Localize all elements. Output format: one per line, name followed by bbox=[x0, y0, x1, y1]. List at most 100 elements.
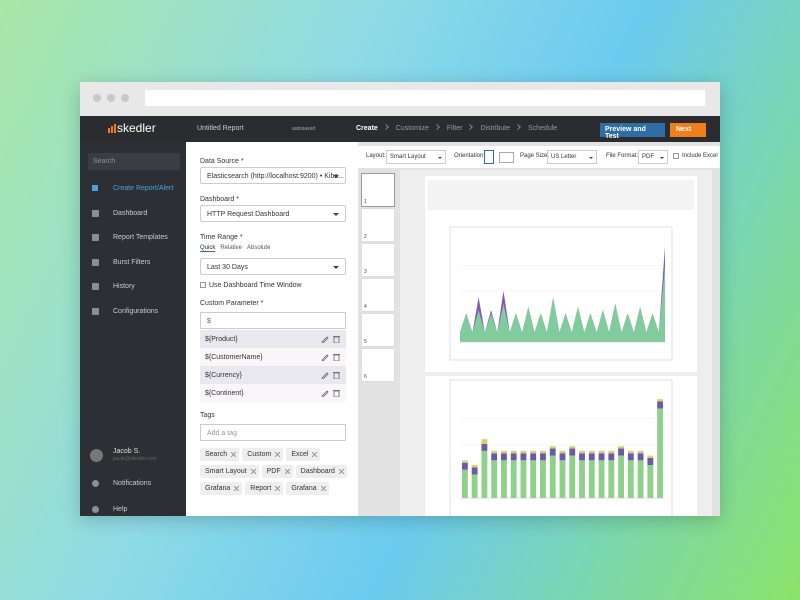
toolbar-text: File Format: bbox=[606, 153, 639, 159]
top-nav: skedler Untitled Report autosaved Create… bbox=[80, 116, 720, 142]
checkbox[interactable]: Use Dashboard Time Window bbox=[200, 282, 302, 289]
menu-label: Report Templates bbox=[113, 234, 168, 242]
tag[interactable]: PDF bbox=[261, 465, 293, 478]
tag[interactable]: Custom bbox=[242, 448, 284, 461]
row-actions[interactable] bbox=[321, 353, 341, 361]
step[interactable]: Distribute bbox=[480, 125, 511, 132]
checkbox-box[interactable] bbox=[673, 153, 679, 159]
row-actions[interactable] bbox=[321, 371, 341, 379]
checkbox-label: Use Dashboard Time Window bbox=[209, 282, 302, 289]
select[interactable]: HTTP Request Dashboard bbox=[200, 205, 346, 222]
toolbar-select[interactable]: Smart Layout bbox=[386, 150, 446, 164]
user[interactable]: Jacob S. jacob@skedler.com bbox=[90, 448, 186, 468]
time-tab[interactable]: Absolute bbox=[247, 245, 271, 251]
tag[interactable]: Smart Layout bbox=[200, 465, 259, 478]
tag-remove[interactable] bbox=[231, 452, 237, 457]
window-dot[interactable] bbox=[93, 94, 101, 102]
time-tab[interactable]: Relative bbox=[220, 245, 243, 251]
avatar bbox=[90, 449, 103, 462]
tag[interactable]: Dashboard bbox=[295, 465, 347, 478]
tag[interactable]: Search bbox=[200, 448, 240, 461]
menu-item[interactable]: Burst Filters bbox=[80, 254, 186, 272]
window-dot[interactable] bbox=[107, 94, 115, 102]
checkbox-box bbox=[200, 282, 206, 289]
tag-remove[interactable] bbox=[234, 486, 240, 491]
menu-item[interactable]: Report Templates bbox=[80, 229, 186, 247]
bar-segment bbox=[510, 460, 517, 498]
page-thumbnail[interactable]: 1 bbox=[361, 173, 395, 207]
parameter-row[interactable]: ${Product} bbox=[200, 330, 346, 348]
step[interactable]: Create bbox=[356, 125, 378, 132]
tag[interactable]: Grafana bbox=[200, 482, 243, 495]
tag-remove[interactable] bbox=[312, 452, 318, 457]
select[interactable]: Last 30 Days bbox=[200, 258, 346, 275]
menu-item[interactable]: History bbox=[80, 278, 186, 296]
row-actions[interactable] bbox=[321, 389, 341, 397]
bar-segment bbox=[608, 453, 615, 461]
parameter-row[interactable]: ${Currency} bbox=[200, 366, 346, 384]
address-bar[interactable] bbox=[145, 90, 705, 106]
tag-remove[interactable] bbox=[320, 486, 326, 491]
parameter-name: ${Continent} bbox=[205, 390, 244, 397]
bar-segment bbox=[501, 460, 507, 498]
parameter-row[interactable]: ${Continent} bbox=[200, 384, 346, 402]
page-thumbnail[interactable]: 6 bbox=[361, 348, 395, 382]
select[interactable]: Elasticsearch (http://localhost:9200) • … bbox=[200, 167, 346, 184]
toolbar-select[interactable]: US Letter bbox=[547, 150, 597, 164]
next-button[interactable]: Next bbox=[670, 123, 706, 137]
tag-label: Custom bbox=[247, 451, 272, 458]
step[interactable]: Customize bbox=[395, 125, 429, 132]
step[interactable]: Schedule bbox=[528, 125, 558, 132]
bar-segment bbox=[520, 453, 527, 461]
tag-remove[interactable] bbox=[275, 452, 281, 457]
tag[interactable]: Report bbox=[245, 482, 284, 495]
preview-button[interactable]: Preview and Test bbox=[600, 123, 665, 140]
page-number: 5 bbox=[364, 339, 367, 345]
step[interactable]: Filter bbox=[446, 125, 463, 132]
menu-item[interactable]: Configurations bbox=[80, 303, 186, 321]
bar-segment bbox=[540, 460, 546, 498]
bar-segment bbox=[530, 450, 537, 454]
bar-segment bbox=[647, 457, 654, 466]
time-tab[interactable]: Quick bbox=[200, 245, 216, 252]
orientation-landscape[interactable] bbox=[499, 152, 514, 163]
parameter-name: ${Currency} bbox=[205, 372, 242, 379]
window-dot[interactable] bbox=[121, 94, 129, 102]
tag-remove[interactable] bbox=[250, 469, 256, 474]
toolbar-text: Orientation: bbox=[454, 153, 486, 159]
bar-segment bbox=[588, 453, 595, 461]
bar-segment bbox=[588, 450, 595, 454]
input-placeholder: Add a tag bbox=[207, 430, 237, 437]
bar-segment bbox=[579, 460, 585, 498]
tag[interactable]: Excel bbox=[286, 448, 321, 461]
bar-segment bbox=[481, 439, 488, 444]
toolbar-text: Layout: bbox=[366, 153, 386, 159]
toolbar-select[interactable]: PDF bbox=[638, 150, 668, 164]
search-box[interactable]: Search bbox=[88, 153, 180, 170]
report-name[interactable]: Untitled Report bbox=[197, 125, 244, 132]
tag[interactable]: Grafana bbox=[286, 482, 329, 495]
parameter-row[interactable]: ${CustomerName} bbox=[200, 348, 346, 366]
page-thumbnail[interactable]: 5 bbox=[361, 313, 395, 347]
page-number: 1 bbox=[364, 199, 367, 205]
row-actions[interactable] bbox=[321, 335, 341, 343]
bar-segment bbox=[657, 401, 664, 409]
menu-item[interactable]: Create Report/Alert bbox=[80, 180, 186, 198]
tag-remove[interactable] bbox=[338, 469, 344, 474]
chevron bbox=[382, 124, 389, 130]
menu-item[interactable]: Notifications bbox=[80, 475, 186, 493]
menu-icon bbox=[92, 480, 99, 487]
page-thumbnail[interactable]: 2 bbox=[361, 208, 395, 242]
bar-segment bbox=[481, 450, 488, 498]
orientation-portrait[interactable] bbox=[484, 150, 494, 164]
tag-remove[interactable] bbox=[284, 469, 290, 474]
tag-remove[interactable] bbox=[275, 486, 281, 491]
tag-label: Excel bbox=[291, 451, 309, 458]
parameter-input[interactable]: $ bbox=[200, 312, 346, 329]
menu-item[interactable]: Help bbox=[80, 501, 186, 516]
tag-input[interactable]: Add a tag bbox=[200, 424, 346, 441]
page-thumbnail[interactable]: 3 bbox=[361, 243, 395, 277]
menu-item[interactable]: Dashboard bbox=[80, 205, 186, 223]
page-thumbnail[interactable]: 4 bbox=[361, 278, 395, 312]
